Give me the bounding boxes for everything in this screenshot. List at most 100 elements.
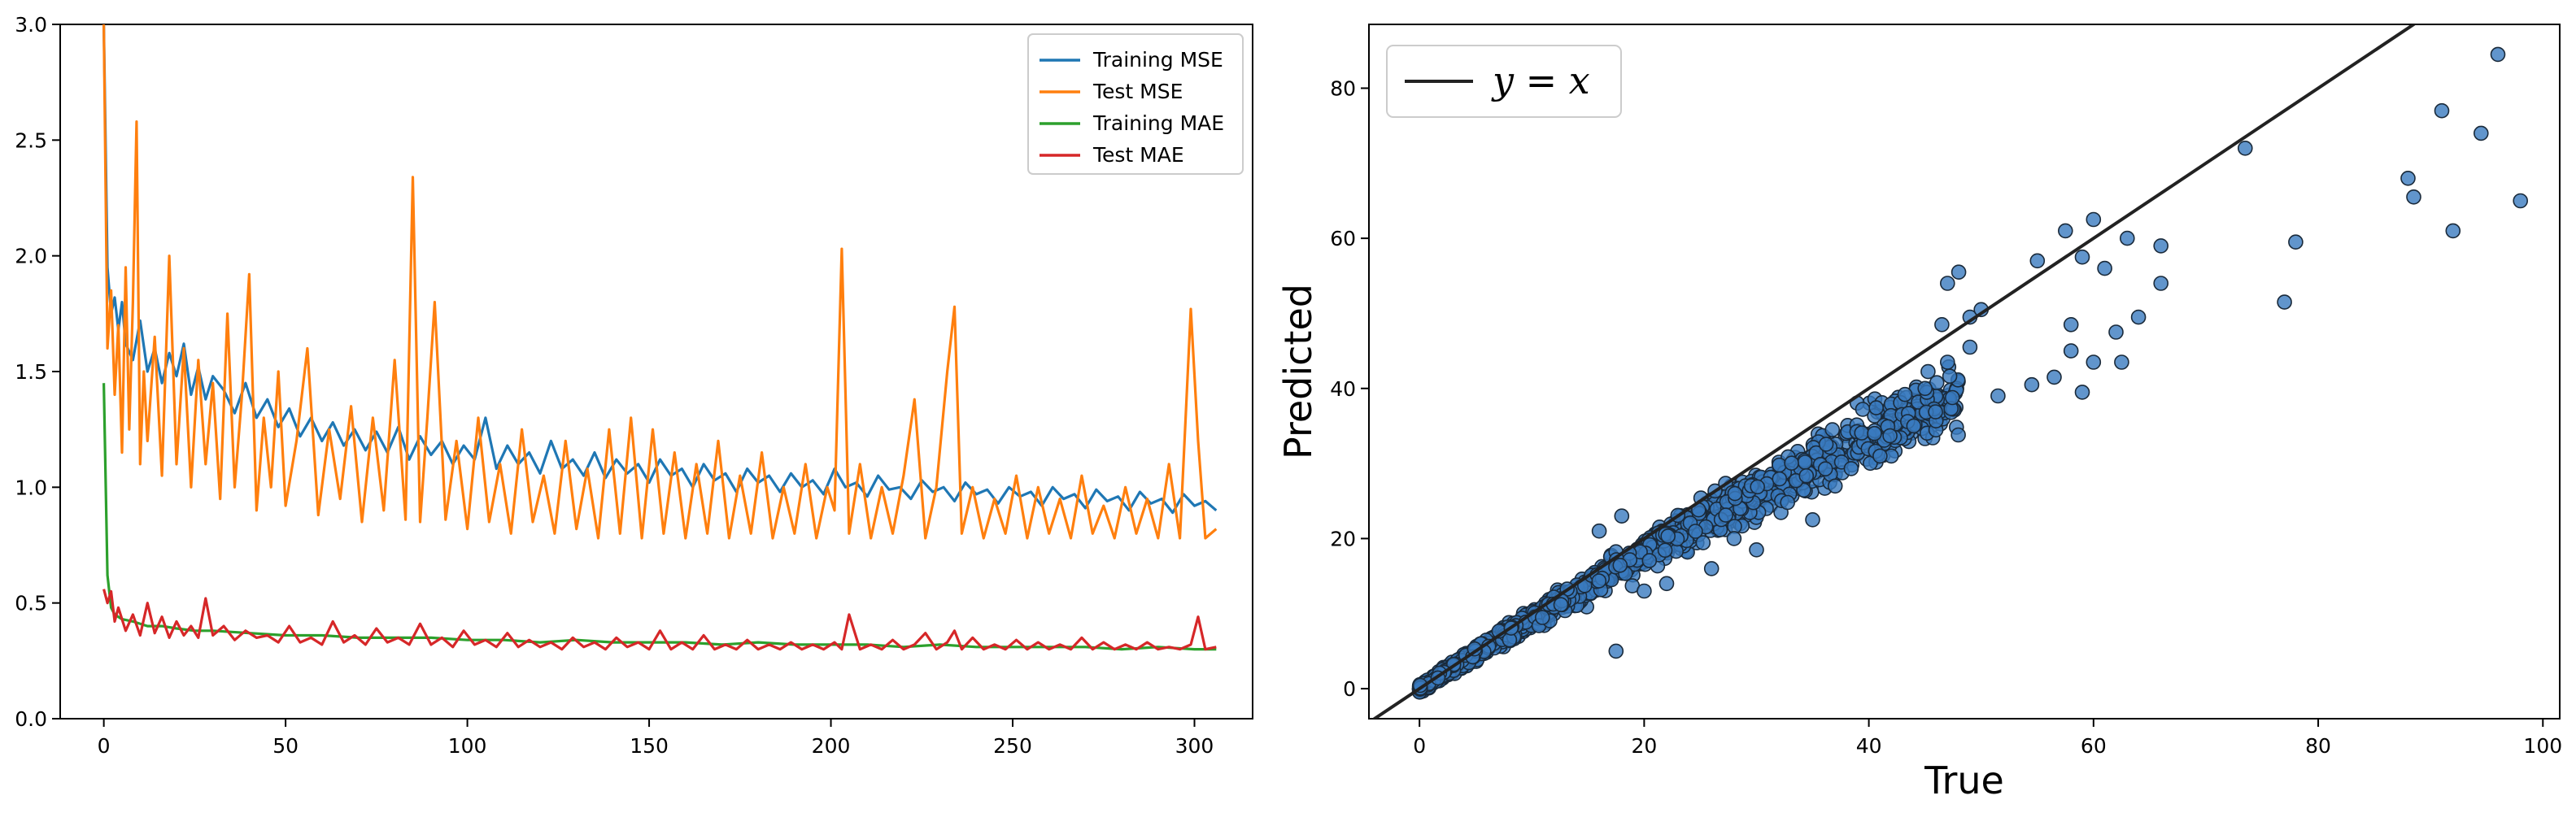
- data-point: [1608, 643, 1624, 659]
- legend-label: Test MSE: [1092, 80, 1183, 103]
- data-point: [1657, 542, 1673, 559]
- data-point: [1906, 418, 1922, 434]
- data-point: [1942, 368, 1958, 385]
- legend-label: Training MAE: [1092, 111, 1224, 135]
- y-tick-label: 20: [1330, 527, 1356, 550]
- data-point: [1772, 457, 1787, 473]
- data-point: [1688, 524, 1703, 539]
- right-y-axis-label: Predicted: [1276, 284, 1320, 459]
- data-point: [2406, 189, 2421, 205]
- y-tick-label: 60: [1330, 227, 1356, 250]
- data-point: [1695, 535, 1711, 550]
- data-point: [1727, 485, 1743, 502]
- data-point: [1843, 461, 1859, 476]
- data-point: [1718, 507, 1733, 523]
- y-tick-label: 0: [1343, 677, 1356, 701]
- data-point: [2074, 249, 2090, 265]
- data-point: [1897, 386, 1913, 402]
- data-point: [2114, 354, 2129, 370]
- series-line-test-mae: [102, 589, 1217, 651]
- data-point: [2058, 223, 2073, 239]
- data-point: [1553, 597, 1569, 613]
- data-point: [2277, 294, 2292, 310]
- data-point: [2120, 230, 2135, 246]
- data-point: [1591, 523, 1607, 539]
- left-legend: Training MSE Test MSE Training MAE Test MAE: [1027, 33, 1244, 175]
- data-point: [2434, 102, 2450, 119]
- data-point: [1920, 363, 1936, 380]
- data-point: [1637, 583, 1652, 599]
- data-point: [2024, 376, 2040, 393]
- left-x-ticks: 0 50 100 150 200 250 300: [98, 719, 1214, 758]
- data-point: [2288, 234, 2304, 250]
- data-point: [2445, 223, 2461, 239]
- reference-line-group: [1371, 24, 2417, 719]
- data-point: [1945, 389, 1960, 406]
- data-point: [1658, 576, 1675, 592]
- data-point: [1817, 461, 1833, 477]
- data-point: [2086, 354, 2102, 370]
- data-point: [1805, 511, 1820, 528]
- data-point: [1917, 380, 1933, 397]
- data-point: [1614, 508, 1630, 524]
- y-tick-label: 2.5: [15, 128, 47, 152]
- data-point: [2474, 125, 2489, 141]
- y-tick-label: 1.5: [15, 360, 47, 384]
- data-point: [1824, 422, 1841, 437]
- legend-box: [1386, 45, 1622, 118]
- right-axes-frame: [1368, 24, 2561, 720]
- legend-label: Test MAE: [1092, 143, 1184, 167]
- data-point: [1827, 478, 1843, 494]
- data-point: [1749, 541, 1764, 558]
- legend-label-op: =: [1514, 59, 1569, 102]
- data-point: [2029, 253, 2046, 269]
- series-line-training-mse: [102, 24, 1218, 515]
- data-point: [1641, 553, 1658, 568]
- x-tick-label: 80: [2305, 734, 2331, 758]
- legend-label: Training MSE: [1092, 48, 1223, 72]
- x-tick-label: 40: [1856, 734, 1882, 758]
- x-tick-label: 100: [2523, 734, 2562, 758]
- data-point: [1934, 316, 1950, 333]
- y-tick-label: 2.0: [15, 245, 47, 268]
- y-tick-label: 0.5: [15, 592, 47, 615]
- x-tick-label: 0: [1413, 734, 1426, 758]
- data-point: [2108, 324, 2124, 340]
- data-point: [1882, 428, 1898, 444]
- series-line-test-mse: [102, 24, 1218, 540]
- x-tick-label: 200: [812, 734, 851, 758]
- legend-label: y = x: [1491, 59, 1590, 102]
- data-point: [1854, 425, 1870, 441]
- data-point: [2086, 211, 2102, 228]
- data-point: [2400, 171, 2416, 186]
- data-point: [2153, 276, 2168, 291]
- data-point: [1784, 455, 1799, 472]
- legend-label-var: y: [1491, 59, 1515, 102]
- data-point: [1535, 610, 1550, 625]
- data-point: [1951, 264, 1967, 280]
- data-point: [1798, 467, 1815, 484]
- data-point: [2490, 46, 2506, 63]
- y-tick-label: 80: [1330, 76, 1356, 100]
- y-tick-label: 40: [1330, 377, 1356, 401]
- data-point: [1867, 425, 1882, 441]
- x-tick-label: 250: [993, 734, 1032, 758]
- x-tick-label: 300: [1175, 734, 1214, 758]
- x-tick-label: 0: [98, 734, 111, 758]
- x-tick-label: 50: [272, 734, 299, 758]
- data-point: [2063, 316, 2079, 333]
- data-point: [2046, 369, 2062, 385]
- data-point: [1612, 557, 1628, 573]
- data-point: [1772, 471, 1788, 487]
- data-point: [2238, 141, 2253, 156]
- data-point: [2130, 309, 2147, 325]
- data-point: [1818, 437, 1834, 452]
- data-point: [2097, 260, 2112, 276]
- x-tick-label: 20: [1631, 734, 1657, 758]
- data-point: [1990, 388, 2006, 404]
- data-point: [1591, 573, 1607, 589]
- data-point: [1726, 531, 1742, 546]
- data-point: [1928, 404, 1943, 420]
- y-tick-label: 0.0: [15, 707, 47, 731]
